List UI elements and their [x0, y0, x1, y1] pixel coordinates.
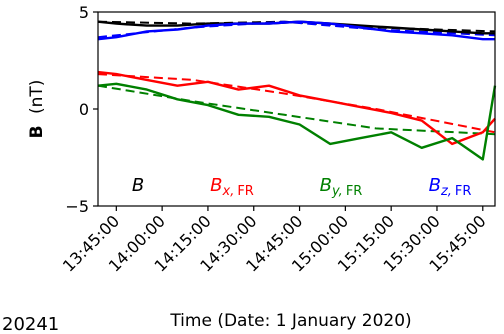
series-line-3	[97, 82, 497, 161]
series-line-2	[97, 70, 496, 146]
legend-label-0: B	[132, 175, 144, 196]
y-tick-label-0: −5	[65, 197, 89, 216]
x-axis: 13:45:0014:00:0014:15:0014:30:0014:45:00…	[59, 206, 490, 276]
series-line-1	[97, 20, 495, 41]
legend: B Bx, FR By, FR Bz, FR	[132, 175, 472, 199]
y-tick-label-2: 5	[79, 3, 89, 22]
y-axis-label: B (nT)	[27, 80, 47, 139]
plot-lines	[97, 20, 497, 161]
y-axis: −5 0 5	[65, 3, 98, 216]
fit-line-6	[97, 73, 496, 134]
x-axis-label: Time (Date: 1 January 2020)	[169, 311, 411, 331]
y-tick-label-1: 0	[79, 100, 89, 119]
y-axis-label-bold: B	[27, 125, 47, 138]
corner-text: 20241	[2, 314, 59, 334]
y-axis-label-unit: (nT)	[27, 80, 47, 114]
legend-label-1: Bx, FR	[210, 175, 254, 199]
legend-label-3: Bz, FR	[429, 175, 472, 199]
legend-label-2: By, FR	[320, 175, 363, 199]
fit-line-7	[97, 84, 496, 136]
